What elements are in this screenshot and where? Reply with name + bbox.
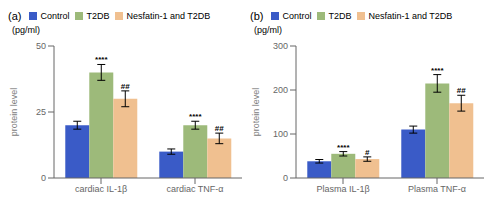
svg-text:##: ## <box>121 82 130 91</box>
html-text:(b): (b) <box>250 10 264 22</box>
svg-text:cardiac TNF-α: cardiac TNF-α <box>166 184 223 194</box>
svg-text:cardiac IL-1β: cardiac IL-1β <box>75 184 127 194</box>
svg-text:0: 0 <box>283 173 288 183</box>
svg-text:protein level: protein level <box>251 88 261 137</box>
svg-text:##: ## <box>457 86 466 95</box>
svg-text:100: 100 <box>273 129 288 139</box>
svg-text:****: **** <box>95 55 108 64</box>
svg-text:200: 200 <box>273 85 288 95</box>
svg-text:300: 300 <box>273 41 288 51</box>
svg-text:25: 25 <box>36 107 46 117</box>
svg-text:50: 50 <box>36 41 46 51</box>
html-text:Control: Control <box>40 11 70 21</box>
svg-text:Plasma IL-1β: Plasma IL-1β <box>316 184 369 194</box>
svg-text:protein level: protein level <box>9 88 19 137</box>
svg-text:****: **** <box>431 66 444 75</box>
svg-text:##: ## <box>215 124 224 133</box>
html-text:T2DB: T2DB <box>86 11 110 21</box>
html-text:(a): (a) <box>8 10 22 22</box>
svg-text:****: **** <box>189 112 202 121</box>
html-text:Control: Control <box>282 11 312 21</box>
html-text:(pg/ml): (pg/ml) <box>12 25 40 35</box>
html-text:T2DB: T2DB <box>328 11 352 21</box>
html-text:Nesfatin-1 and T2DB: Nesfatin-1 and T2DB <box>126 11 211 21</box>
html-text:(pg/ml): (pg/ml) <box>254 25 282 35</box>
svg-text:****: **** <box>337 143 350 152</box>
html-text:Nesfatin-1 and T2DB: Nesfatin-1 and T2DB <box>368 11 453 21</box>
svg-text:Plasma TNF-α: Plasma TNF-α <box>408 184 466 194</box>
svg-text:#: # <box>365 148 370 157</box>
svg-text:0: 0 <box>41 173 46 183</box>
